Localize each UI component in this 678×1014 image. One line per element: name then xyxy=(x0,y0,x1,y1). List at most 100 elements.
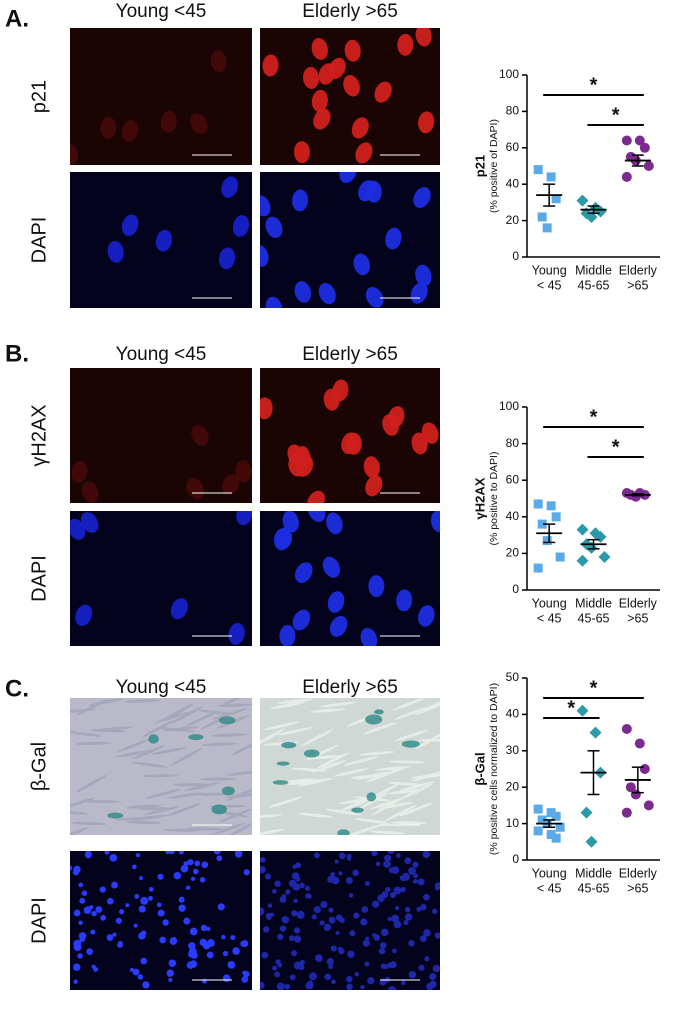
nucleus xyxy=(328,907,334,913)
fiber xyxy=(173,783,210,787)
nucleus xyxy=(222,974,231,983)
nucleus xyxy=(424,956,430,962)
data-point xyxy=(555,552,565,562)
data-point xyxy=(551,512,561,522)
fiber xyxy=(410,774,440,779)
significance-label: * xyxy=(590,406,598,428)
data-point xyxy=(551,811,561,821)
nucleus xyxy=(117,940,123,946)
nucleus xyxy=(100,914,107,921)
fiber xyxy=(343,756,379,766)
y-tick-label: 10 xyxy=(506,816,520,830)
nucleus xyxy=(178,851,184,855)
fiber xyxy=(162,703,195,721)
fiber xyxy=(132,745,166,760)
nucleus xyxy=(159,936,167,944)
nucleus xyxy=(221,934,226,940)
nucleus xyxy=(306,893,312,899)
nucleus xyxy=(262,54,279,77)
row-label: DAPI xyxy=(28,555,50,602)
nucleus xyxy=(344,39,361,62)
nucleus xyxy=(295,876,301,882)
fiber xyxy=(225,770,252,776)
row-label: p21 xyxy=(28,80,50,113)
nucleus xyxy=(326,512,343,535)
nucleus xyxy=(118,909,125,915)
stain xyxy=(107,812,124,819)
nucleus xyxy=(383,964,389,970)
nucleus xyxy=(416,906,422,912)
nucleus xyxy=(187,859,194,866)
nucleus xyxy=(327,591,345,613)
fiber xyxy=(278,727,314,736)
nucleus xyxy=(364,961,370,967)
nucleus xyxy=(73,939,82,948)
fiber xyxy=(117,738,152,753)
nucleus xyxy=(260,865,266,874)
fiber xyxy=(170,706,203,724)
nucleus xyxy=(408,867,416,875)
nucleus xyxy=(347,856,352,861)
fiber xyxy=(399,783,433,800)
nucleus xyxy=(148,895,153,901)
nucleus xyxy=(362,939,370,947)
stain xyxy=(276,761,290,766)
image-bg xyxy=(260,172,440,308)
nucleus xyxy=(142,981,150,989)
fiber xyxy=(319,701,356,708)
nucleus xyxy=(304,885,310,891)
fiber xyxy=(270,701,306,709)
nucleus xyxy=(372,900,380,908)
nucleus xyxy=(241,975,249,983)
nucleus xyxy=(404,906,411,913)
nucleus xyxy=(157,909,165,917)
nucleus xyxy=(265,216,283,238)
nucleus xyxy=(343,74,360,97)
fiber xyxy=(83,799,120,803)
fiber xyxy=(301,729,334,747)
nucleus xyxy=(70,518,86,540)
nucleus xyxy=(415,264,432,287)
nucleus xyxy=(289,974,296,981)
nucleus xyxy=(361,906,369,913)
nucleus xyxy=(396,589,413,612)
nucleus xyxy=(279,624,296,646)
fiber xyxy=(388,760,425,764)
fiber xyxy=(163,726,200,732)
nucleus xyxy=(232,215,250,237)
fiber xyxy=(399,781,435,791)
nucleus xyxy=(267,903,273,908)
nucleus xyxy=(379,942,387,949)
nucleus xyxy=(339,852,346,860)
nucleus xyxy=(260,195,271,217)
nucleus xyxy=(284,983,291,990)
data-point xyxy=(580,806,593,819)
nucleus xyxy=(292,864,297,869)
fiber xyxy=(70,827,89,835)
fiber xyxy=(417,738,440,742)
fiber xyxy=(221,698,252,706)
nucleus xyxy=(72,963,81,971)
nucleus xyxy=(272,965,278,971)
nucleus xyxy=(351,117,369,139)
nucleus xyxy=(234,851,243,858)
fiber xyxy=(260,814,283,819)
nucleus xyxy=(138,905,146,913)
fiber xyxy=(141,720,174,738)
nucleus xyxy=(299,882,305,889)
nucleus xyxy=(160,110,177,133)
nucleus xyxy=(132,968,140,976)
nucleus xyxy=(273,528,291,551)
data-point xyxy=(537,815,547,825)
nucleus xyxy=(201,861,209,869)
nucleus xyxy=(328,57,346,79)
significance-label: * xyxy=(567,697,575,719)
data-point xyxy=(555,822,565,832)
nucleus xyxy=(288,879,297,888)
nucleus xyxy=(417,878,425,886)
data-point xyxy=(542,536,552,546)
nucleus xyxy=(75,604,93,627)
fiber xyxy=(308,755,345,760)
nucleus xyxy=(78,920,83,925)
nucleus xyxy=(264,873,272,880)
